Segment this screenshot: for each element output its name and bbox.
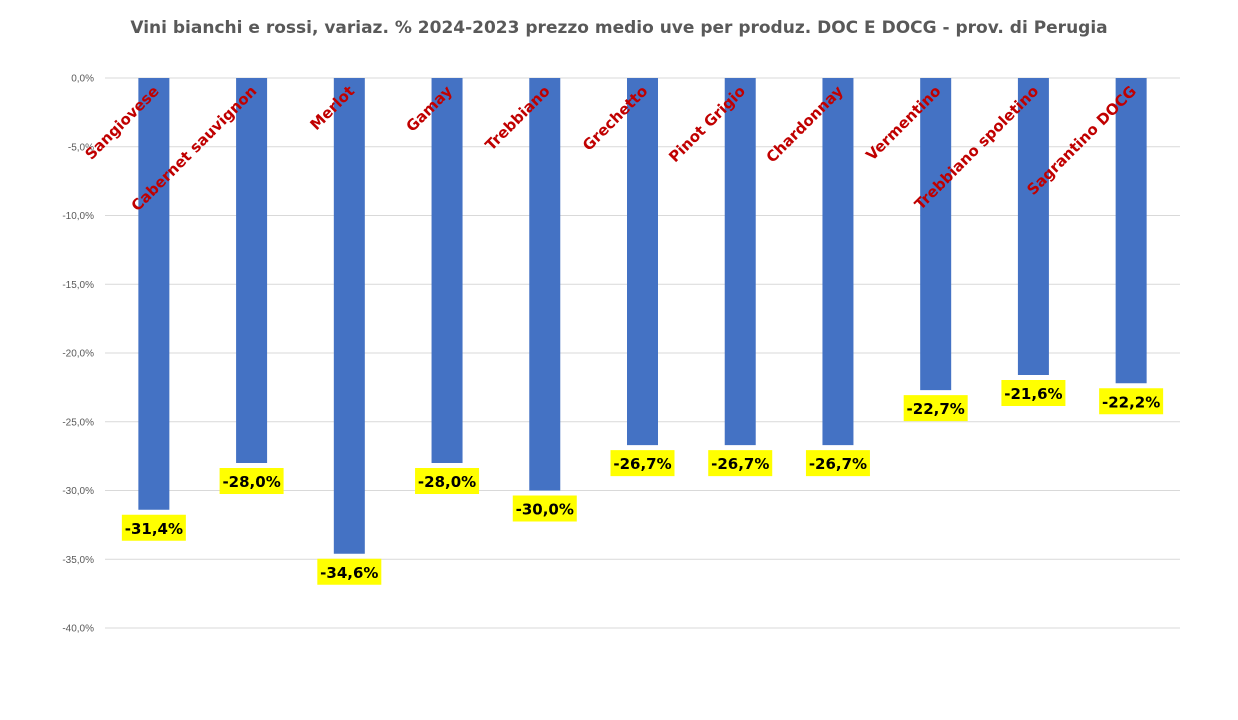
- value-label-background: [708, 450, 773, 477]
- y-tick-label: -30,0%: [62, 486, 94, 497]
- value-label-background: [121, 514, 186, 541]
- y-axis-ticks: 0,0% -5,0% -10,0% -15,0% -20,0% -25,0% -30,0% -…: [62, 74, 94, 635]
- value-label-background: [512, 495, 577, 522]
- bar: [138, 78, 170, 510]
- y-tick-label: 0,0%: [71, 74, 94, 85]
- value-label-text: -21,6%: [1004, 385, 1062, 403]
- y-tick-label: -40,0%: [62, 624, 94, 635]
- value-label-background: [317, 558, 382, 585]
- y-tick-label: -25,0%: [62, 417, 94, 428]
- bar: [529, 78, 561, 491]
- value-label-text: -22,7%: [907, 400, 965, 418]
- value-label: -22,7%: [903, 395, 968, 422]
- value-label: -21,6%: [1001, 380, 1066, 406]
- chart-title: Vini bianchi e rossi, variaz. % 2024-202…: [130, 18, 1108, 38]
- y-tick-label: -20,0%: [62, 349, 94, 360]
- value-label-text: -28,0%: [418, 473, 476, 491]
- bar: [822, 78, 854, 446]
- value-label-text: -30,0%: [516, 501, 574, 519]
- y-tick-label: -5,0%: [68, 142, 94, 153]
- value-label-text: -26,7%: [711, 455, 769, 473]
- value-label: -30,0%: [512, 495, 577, 522]
- value-label: -34,6%: [317, 558, 382, 585]
- bar: [920, 78, 952, 391]
- value-label-text: -34,6%: [320, 564, 378, 582]
- value-label-text: -26,7%: [613, 455, 671, 473]
- value-label-background: [805, 450, 870, 477]
- y-tick-label: -35,0%: [62, 555, 94, 566]
- bars: [138, 78, 1147, 554]
- value-label-text: -31,4%: [125, 520, 183, 538]
- value-label: -31,4%: [121, 514, 186, 541]
- value-label: -22,2%: [1099, 388, 1164, 415]
- bar: [236, 78, 268, 463]
- value-label-text: -26,7%: [809, 455, 867, 473]
- value-label-background: [610, 450, 675, 477]
- value-label: -28,0%: [219, 468, 284, 494]
- value-label-background: [1099, 388, 1164, 415]
- value-label-background: [903, 395, 968, 422]
- value-label: -28,0%: [415, 468, 480, 494]
- value-label: -26,7%: [708, 450, 773, 477]
- bar: [627, 78, 658, 446]
- bar: [431, 78, 463, 463]
- value-label-background: [219, 468, 284, 494]
- bar: [1017, 78, 1049, 375]
- value-label: -26,7%: [610, 450, 675, 477]
- bar: [1115, 78, 1147, 384]
- value-label-text: -22,2%: [1102, 393, 1160, 411]
- y-tick-label: -15,0%: [62, 280, 94, 291]
- y-tick-label: -10,0%: [62, 211, 94, 222]
- value-label-background: [1001, 380, 1066, 406]
- bar: [333, 78, 365, 554]
- value-label-text: -28,0%: [222, 473, 280, 491]
- value-label: -26,7%: [805, 450, 870, 477]
- value-labels: -31,4% -28,0% -34,6% -28,0% -30,0% -26,7% -26,…: [121, 380, 1164, 585]
- value-label-background: [415, 468, 480, 494]
- bar: [724, 78, 756, 446]
